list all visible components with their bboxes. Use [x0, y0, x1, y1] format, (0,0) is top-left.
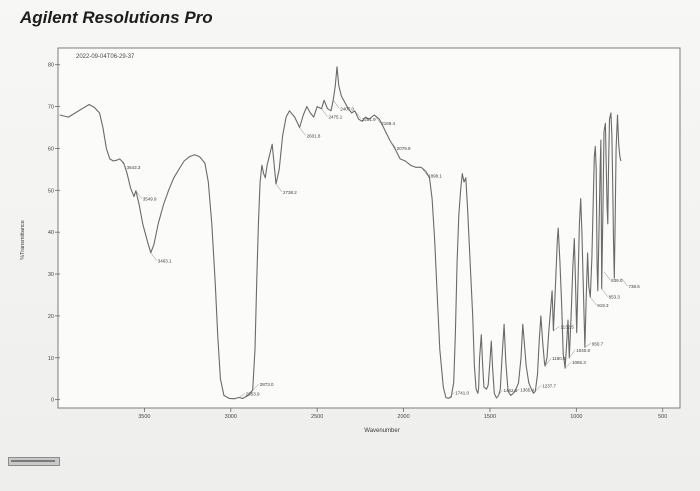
peak-leader	[544, 357, 552, 367]
x-tick-label: 500	[658, 414, 667, 420]
x-tick-label: 2000	[397, 414, 409, 420]
peak-leader	[135, 190, 142, 199]
peak-label: 3643.3	[127, 165, 141, 170]
peak-leader	[299, 127, 306, 136]
peak-leader	[601, 288, 608, 297]
y-tick-label: 70	[48, 105, 54, 111]
y-tick-label: 30	[48, 272, 54, 278]
peak-leader	[275, 183, 283, 193]
peak-label: 2079.9	[397, 146, 411, 151]
peak-leader	[569, 349, 576, 358]
peak-leader	[448, 392, 455, 399]
peak-leader	[238, 393, 245, 398]
peak-label: 2169.4	[381, 121, 395, 126]
plot-frame	[57, 47, 681, 409]
peak-leader	[603, 271, 611, 281]
peak-leader	[564, 362, 572, 369]
series-layer	[59, 66, 622, 400]
peak-label: 2953.9	[246, 392, 260, 397]
peak-leader	[374, 114, 381, 124]
peak-label: 1237.7	[542, 383, 556, 388]
peak-label: 3463.1	[158, 259, 172, 264]
peak-leader	[420, 167, 428, 176]
x-tick-label: 1000	[570, 414, 582, 420]
peak-label: 3549.9	[143, 197, 157, 202]
peak-label: 2407.0	[340, 106, 354, 111]
y-tick-label: 50	[48, 188, 54, 194]
y-tick-label: 0	[51, 398, 54, 404]
app-title: Agilent Resolutions Pro	[20, 8, 213, 27]
peak-label: 1180.8	[552, 356, 566, 361]
peak-label: 853.3	[609, 295, 621, 300]
peak-label: 1741.0	[455, 390, 469, 395]
peak-leader	[119, 158, 126, 168]
x-tick-label: 2500	[311, 414, 323, 420]
peak-leader	[321, 108, 328, 117]
peak-label: 2873.0	[260, 382, 274, 387]
x-axis: 3500 3000 2500 2000 1500 1000 500	[138, 408, 667, 420]
y-axis: 80 70 60 50 40 30 20 10 0	[48, 63, 60, 404]
scroll-strip[interactable]	[8, 457, 60, 466]
peak-label: 2738.2	[283, 190, 297, 195]
peak-leader	[584, 343, 591, 348]
x-tick-label: 3500	[138, 414, 150, 420]
peak-label: 919.3	[597, 303, 609, 308]
peak-leader	[590, 296, 597, 306]
peak-leader	[553, 326, 560, 331]
peak-label: 950.7	[592, 341, 604, 346]
y-axis-label: %Transmittance	[20, 220, 26, 260]
y-tick-label: 20	[48, 314, 54, 320]
x-tick-label: 1500	[484, 414, 496, 420]
peak-label: 1365.4	[520, 387, 534, 392]
peak-label: 1065.3	[572, 360, 586, 365]
chart-timestamp: 2022-09-04T06-29-37	[76, 54, 135, 60]
peak-label: 2475.1	[328, 115, 342, 120]
peak-label: 1462.2	[503, 388, 517, 393]
peak-label: 1898.1	[428, 173, 442, 178]
x-tick-label: 3000	[225, 414, 237, 420]
peak-label: 2601.8	[307, 134, 321, 139]
peak-leader	[354, 110, 362, 119]
peak-leader	[252, 383, 259, 391]
x-axis-label: Wavenumber	[364, 428, 399, 434]
peak-label: 738.6	[628, 284, 640, 289]
peak-label: 1132.5	[560, 325, 574, 330]
peak-leader	[621, 278, 628, 287]
y-tick-label: 60	[48, 146, 54, 152]
peak-label: 2281.9	[362, 117, 376, 122]
peak-leader	[150, 252, 157, 261]
peak-label: 839.0	[611, 278, 623, 283]
spectrum-line	[59, 66, 622, 400]
y-tick-label: 40	[48, 230, 54, 236]
y-tick-label: 10	[48, 356, 54, 362]
peak-leader	[496, 389, 503, 399]
peak-label: 1040.8	[576, 348, 590, 353]
peak-leader	[535, 385, 542, 392]
peak-leader	[389, 139, 396, 149]
scroll-strip-thumb[interactable]	[11, 460, 55, 462]
peak-leader	[513, 389, 520, 394]
y-tick-label: 80	[48, 63, 54, 69]
peak-leader	[333, 100, 340, 109]
